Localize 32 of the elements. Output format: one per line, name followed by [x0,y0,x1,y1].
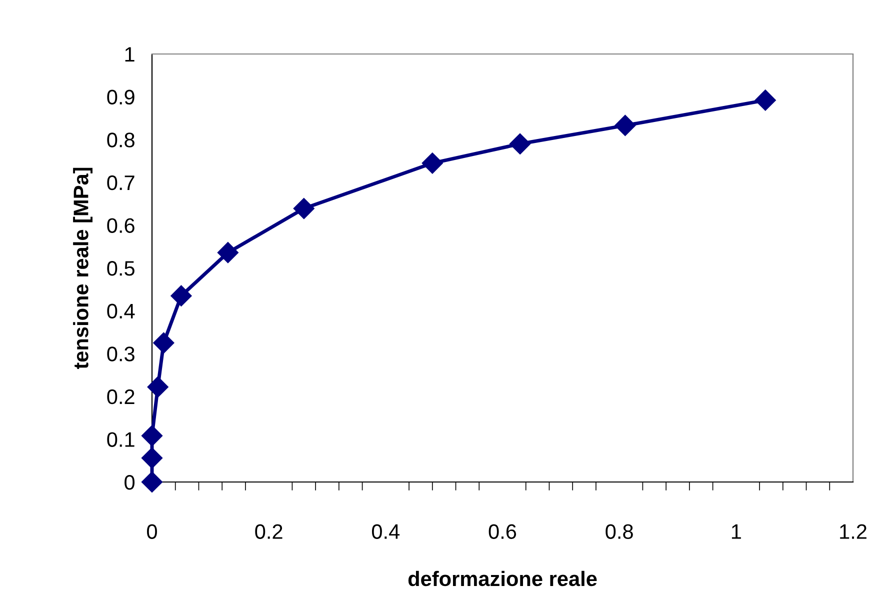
x-tick-label: 0 [147,524,157,539]
x-tick-label: 0.8 [606,524,633,539]
x-tick-label: 1 [732,524,741,539]
x-tick-label: 1.2 [840,524,866,539]
y-axis-title: tensione reale [MPa] [73,168,92,370]
point [141,448,163,469]
y-tick-label: 0 [124,475,135,490]
point [293,198,314,220]
point [153,332,174,354]
y-tick-label: 0.1 [107,432,134,447]
y-tick-label: 0.7 [107,175,134,190]
y-tick-label: 1 [125,47,134,62]
y-tick-label: 0.5 [107,261,134,276]
point [141,425,163,446]
point [170,285,192,306]
x-axis-title: deformazione reale [408,570,597,586]
point [422,152,443,174]
point [147,376,168,398]
point [217,242,238,264]
y-tick-label: 0.9 [107,90,134,105]
x-tick-label: 0.2 [255,524,282,539]
point [510,133,531,154]
point [754,90,776,111]
y-tick-label: 0.2 [107,389,134,404]
y-tick-label: 0.3 [107,346,134,362]
point [614,114,636,136]
x-tick-label: 0.4 [372,524,400,539]
y-tick-label: 0.8 [107,132,134,148]
y-tick-label: 0.4 [107,304,135,319]
y-tick-label: 0.6 [107,218,134,233]
point [141,471,163,493]
x-tick-label: 0.6 [488,524,516,539]
